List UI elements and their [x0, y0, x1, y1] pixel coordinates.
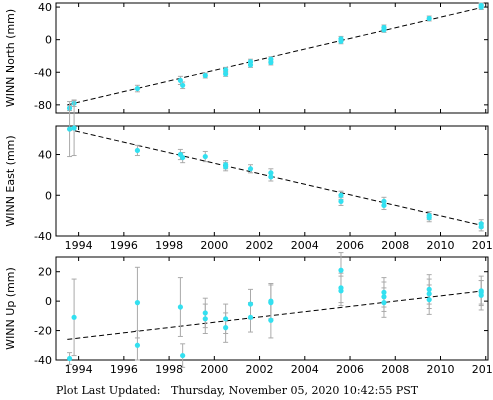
data-point	[177, 304, 183, 310]
data-point	[426, 286, 432, 292]
data-point	[478, 289, 484, 295]
footer-label: Plot Last Updated:	[56, 384, 161, 397]
data-point	[247, 59, 254, 65]
x-tick-label: 2012	[472, 363, 493, 376]
x-tick-label: 2004	[291, 363, 319, 376]
data-point	[247, 314, 254, 320]
data-point	[478, 2, 484, 9]
data-point	[426, 15, 432, 22]
x-tick-label: 1998	[155, 239, 183, 252]
data-point	[247, 301, 254, 307]
x-tick-label: 1994	[65, 363, 93, 376]
data-point	[223, 162, 229, 168]
data-point	[223, 67, 229, 73]
y-tick-label: 0	[45, 295, 52, 308]
x-tick-label: 2010	[427, 363, 455, 376]
data-point	[381, 198, 387, 204]
x-tick-label: 2002	[246, 239, 274, 252]
data-point	[223, 71, 229, 77]
data-point	[338, 192, 344, 198]
data-point	[247, 166, 254, 172]
y-tick-label: 20	[38, 266, 52, 279]
x-tick-label: 2000	[200, 239, 228, 252]
y-tick-label: 0	[45, 34, 52, 47]
data-point	[202, 153, 208, 160]
trend-line	[67, 6, 484, 106]
data-point	[134, 300, 141, 306]
data-point	[134, 147, 141, 154]
plot-frame	[55, 125, 489, 237]
x-tick-label: 1996	[110, 363, 138, 376]
data-point	[180, 352, 186, 359]
x-tick-label: 2008	[381, 239, 409, 252]
x-tick-label: 2010	[427, 239, 455, 252]
plot-frame	[55, 2, 489, 114]
data-point	[134, 85, 141, 92]
data-point	[268, 317, 274, 323]
x-tick-label: 2000	[200, 363, 228, 376]
y-tick-label: 40	[38, 1, 52, 14]
x-tick-label: 2006	[336, 239, 364, 252]
y-axis-label: WINN Up (mm)	[4, 267, 17, 350]
trend-line	[67, 290, 484, 340]
data-point	[202, 310, 208, 316]
x-tick-label: 2012	[472, 239, 493, 252]
y-tick-label: -40	[34, 230, 52, 243]
data-point	[338, 36, 344, 42]
data-point	[180, 82, 186, 88]
data-point	[177, 77, 183, 84]
x-tick-label: 2006	[336, 363, 364, 376]
x-tick-label: 2008	[381, 363, 409, 376]
x-tick-label: 1994	[65, 239, 93, 252]
x-tick-label: 2004	[291, 239, 319, 252]
y-axis-label: WINN East (mm)	[4, 135, 17, 226]
y-tick-label: -40	[34, 66, 52, 79]
data-point	[268, 174, 274, 180]
panel-1: -80 -40 0 40 WINN North (mm)	[4, 1, 489, 114]
data-point	[338, 267, 344, 273]
y-axis-label: WINN North (mm)	[4, 9, 17, 107]
data-point	[381, 294, 387, 300]
x-tick-label: 1996	[110, 239, 138, 252]
footer-timestamp: Thursday, November 05, 2020 10:42:55 PST	[170, 384, 419, 397]
y-tick-label: -80	[34, 99, 52, 112]
plot-frame	[55, 256, 489, 361]
data-point	[268, 59, 274, 66]
data-point	[338, 285, 344, 291]
data-point	[338, 198, 344, 204]
data-point	[66, 355, 73, 362]
data-point	[223, 316, 229, 322]
data-point	[66, 126, 73, 132]
data-point	[268, 298, 274, 304]
x-tick-label: 2002	[246, 363, 274, 376]
data-point	[134, 342, 141, 348]
panel-3: -40 -20 0 20 1994 1996 1998 2000 2002 2004 2006 200…	[4, 252, 493, 376]
data-point	[478, 224, 484, 230]
y-tick-label: -40	[34, 354, 52, 367]
data-point	[426, 215, 432, 221]
x-tick-label: 1998	[155, 363, 183, 376]
data-point	[268, 170, 274, 176]
data-point	[71, 125, 77, 131]
trend-line	[67, 128, 484, 227]
y-tick-label: 0	[45, 189, 52, 202]
y-tick-label: 40	[38, 149, 52, 162]
data-point	[381, 202, 387, 209]
data-point	[381, 24, 387, 31]
panel-2: -40 0 40 1994 1996 1998 2000 2002 2004 2006 2008 20…	[4, 100, 493, 252]
data-point	[202, 316, 208, 322]
data-point	[71, 314, 77, 320]
data-point	[223, 325, 229, 331]
data-point	[180, 154, 186, 161]
data-point	[381, 300, 387, 306]
footer: Plot Last Updated: Thursday, November 05…	[56, 384, 418, 397]
y-tick-label: -20	[34, 325, 52, 338]
data-point	[426, 297, 432, 303]
data-point	[381, 289, 387, 295]
data-point	[202, 72, 208, 79]
data-point	[426, 291, 432, 297]
